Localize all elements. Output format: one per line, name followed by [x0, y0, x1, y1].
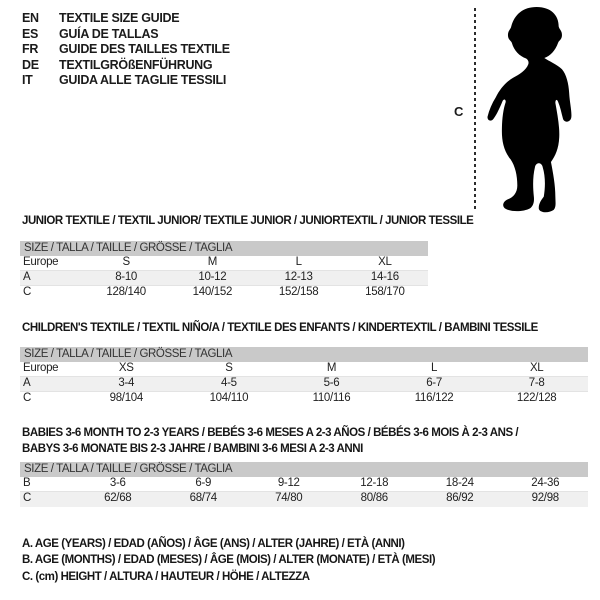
size-value: 68/74: [189, 492, 218, 504]
size-value: 98/104: [109, 392, 144, 404]
size-value: 12-18: [360, 477, 389, 489]
language-code: ES: [22, 26, 39, 41]
section-title-text: BABIES 3-6 MONTH TO 2-3 YEARS / BEBÉS 3-…: [22, 427, 519, 439]
language-title: TEXTILE SIZE GUIDE: [59, 11, 180, 25]
size-value: 24-36: [531, 477, 560, 489]
size-value: 158/170: [365, 286, 405, 298]
height-measure-label: C: [454, 104, 464, 119]
row-label: C: [23, 492, 32, 504]
section-title-junior: JUNIOR TEXTILE / TEXTIL JUNIOR/ TEXTILE …: [22, 214, 474, 230]
table-row: C 98/104 104/110 110/116 116/122 122/128: [20, 392, 588, 407]
row-label: A: [23, 271, 31, 283]
size-header-bar: SIZE / TALLA / TAILLE / GRÖSSE / TAGLIA: [20, 241, 428, 256]
children-size-table: SIZE / TALLA / TAILLE / GRÖSSE / TAGLIA …: [20, 347, 588, 407]
size-value: L: [431, 362, 438, 374]
size-value: 18-24: [445, 477, 474, 489]
babies-size-table: SIZE / TALLA / TAILLE / GRÖSSE / TAGLIA …: [20, 462, 588, 507]
table-body: Europe XS S M L XL A 3-4 4-5 5-6 6-7 7-8 C 98/104 104/…: [20, 362, 588, 407]
table-row: C 128/140 140/152 152/158 158/170: [20, 286, 428, 301]
row-label: Europe: [23, 362, 59, 374]
legend-notes: A. AGE (YEARS) / EDAD (AÑOS) / ÂGE (ANS)…: [22, 536, 436, 585]
size-value: 152/158: [278, 286, 319, 298]
size-value: 122/128: [516, 392, 557, 404]
language-code: EN: [22, 11, 39, 25]
language-title-list: EN TEXTILE SIZE GUIDE ES GUÍA DE TALLAS …: [22, 12, 230, 87]
size-header-bar: SIZE / TALLA / TAILLE / GRÖSSE / TAGLIA: [20, 462, 588, 477]
size-value: 12-13: [284, 271, 313, 283]
size-value: XL: [378, 256, 392, 268]
language-code: DE: [22, 57, 39, 72]
size-value: 6-7: [426, 377, 442, 389]
language-title: GUÍA DE TALLAS: [59, 26, 159, 41]
size-value: M: [207, 256, 218, 268]
table-row: A 8-10 10-12 12-13 14-16: [20, 271, 428, 286]
table-row: B 3-6 6-9 9-12 12-18 18-24 24-36: [20, 477, 588, 492]
table-row: A 3-4 4-5 5-6 6-7 7-8: [20, 377, 588, 392]
table-row: C 62/68 68/74 74/80 80/86 86/92 92/98: [20, 492, 588, 507]
size-value: 80/86: [360, 492, 389, 504]
language-title: TEXTILGRÖßENFÜHRUNG: [59, 57, 213, 72]
section-title-text: JUNIOR TEXTILE / TEXTIL JUNIOR/ TEXTILE …: [22, 215, 474, 227]
section-title-babies: BABIES 3-6 MONTH TO 2-3 YEARS / BEBÉS 3-…: [22, 426, 519, 457]
size-value: 4-5: [221, 377, 237, 389]
table-row: Europe S M L XL: [20, 256, 428, 271]
section-title-children: CHILDREN'S TEXTILE / TEXTIL NIÑO/A / TEX…: [22, 321, 538, 337]
language-code: IT: [22, 73, 33, 87]
size-value: M: [326, 362, 337, 374]
size-value: 92/98: [531, 492, 560, 504]
language-title: GUIDE DES TAILLES TEXTILE: [59, 42, 230, 56]
size-value: 86/92: [446, 492, 474, 504]
size-header-bar: SIZE / TALLA / TAILLE / GRÖSSE / TAGLIA: [20, 347, 588, 362]
legend-note-b: B. AGE (MONTHS) / EDAD (MESES) / ÂGE (MO…: [22, 554, 436, 567]
size-value: XL: [529, 362, 544, 374]
size-value: 140/152: [192, 286, 233, 298]
height-measure-line: [474, 8, 476, 210]
row-label: C: [23, 286, 32, 298]
junior-size-table: SIZE / TALLA / TAILLE / GRÖSSE / TAGLIA …: [20, 241, 428, 301]
baby-silhouette-icon: [487, 7, 572, 213]
legend-note-a: A. AGE (YEARS) / EDAD (AÑOS) / ÂGE (ANS)…: [22, 538, 405, 550]
size-value: 110/116: [312, 392, 351, 404]
section-title-text: CHILDREN'S TEXTILE / TEXTIL NIÑO/A / TEX…: [22, 322, 538, 334]
size-value: 10-12: [198, 271, 227, 283]
row-label: A: [23, 377, 31, 389]
table-row: Europe XS S M L XL: [20, 362, 588, 377]
size-value: 3-6: [109, 477, 126, 489]
size-value: 104/110: [209, 392, 249, 404]
section-title-text: BABYS 3-6 MONATE BIS 2-3 JAHRE / BAMBINI…: [22, 442, 363, 455]
row-label: B: [23, 477, 31, 489]
size-value: S: [122, 256, 130, 268]
row-label: C: [23, 392, 32, 404]
size-value: 3-4: [118, 377, 135, 389]
size-value: 74/80: [275, 492, 303, 504]
table-body: Europe S M L XL A 8-10 10-12 12-13 14-16 C 128/140 1…: [20, 256, 428, 301]
legend-note-c: C. (cm) HEIGHT / ALTURA / HAUTEUR / HÖHE…: [22, 570, 310, 583]
size-value: 116/122: [414, 392, 454, 404]
row-label: Europe: [23, 256, 59, 268]
size-value: XS: [118, 362, 134, 374]
size-value: S: [225, 362, 233, 374]
size-value: 6-9: [195, 477, 212, 489]
language-code: FR: [22, 42, 39, 56]
size-value: 7-8: [528, 377, 545, 389]
size-value: L: [295, 256, 302, 268]
size-value: 128/140: [106, 286, 146, 298]
size-value: 9-12: [277, 477, 300, 489]
table-body: B 3-6 6-9 9-12 12-18 18-24 24-36 C 62/68 68/74 74/…: [20, 477, 588, 507]
size-value: 8-10: [115, 271, 138, 283]
size-value: 5-6: [323, 377, 340, 389]
language-title: GUIDA ALLE TAGLIE TESSILI: [59, 73, 227, 87]
size-value: 14-16: [370, 271, 399, 283]
size-value: 62/68: [104, 492, 132, 504]
